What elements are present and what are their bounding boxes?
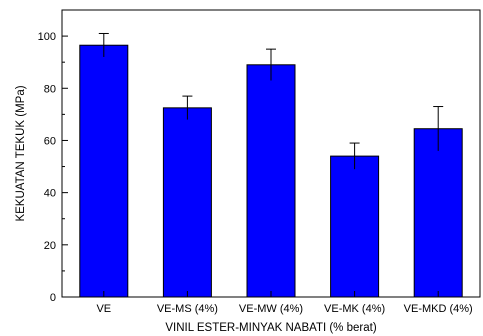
x-tick-label: VE-MS (4%) [157, 303, 218, 315]
bar [162, 107, 212, 298]
x-tick-label: VE-MW (4%) [239, 303, 303, 315]
bar [246, 64, 296, 298]
x-axis-title: VINIL ESTER-MINYAK NABATI (% berat) [165, 322, 376, 334]
x-tick-label: VE [96, 303, 111, 315]
bar [330, 155, 380, 298]
error-bars-group [98, 32, 444, 170]
y-tick-label: 0 [50, 292, 56, 304]
bar [413, 128, 463, 298]
y-tick-label: 100 [38, 31, 56, 43]
y-tick-label: 20 [44, 240, 56, 252]
axes-group [61, 9, 481, 298]
x-tick-label: VE-MKD (4%) [404, 303, 473, 315]
y-tick-label: 60 [44, 135, 56, 147]
y-tick-label: 80 [44, 83, 56, 95]
y-tick-label: 40 [44, 188, 56, 200]
y-axis-title: KEKUATAN TEKUK (MPa) [15, 85, 27, 221]
labels-group: 0 20 40 60 80 100 VE VE-MS (4%) VE-MW (4%) VE-MK … [15, 31, 473, 334]
bar [79, 44, 129, 298]
x-tick-label: VE-MK (4%) [324, 303, 385, 315]
bars-group [79, 44, 463, 298]
